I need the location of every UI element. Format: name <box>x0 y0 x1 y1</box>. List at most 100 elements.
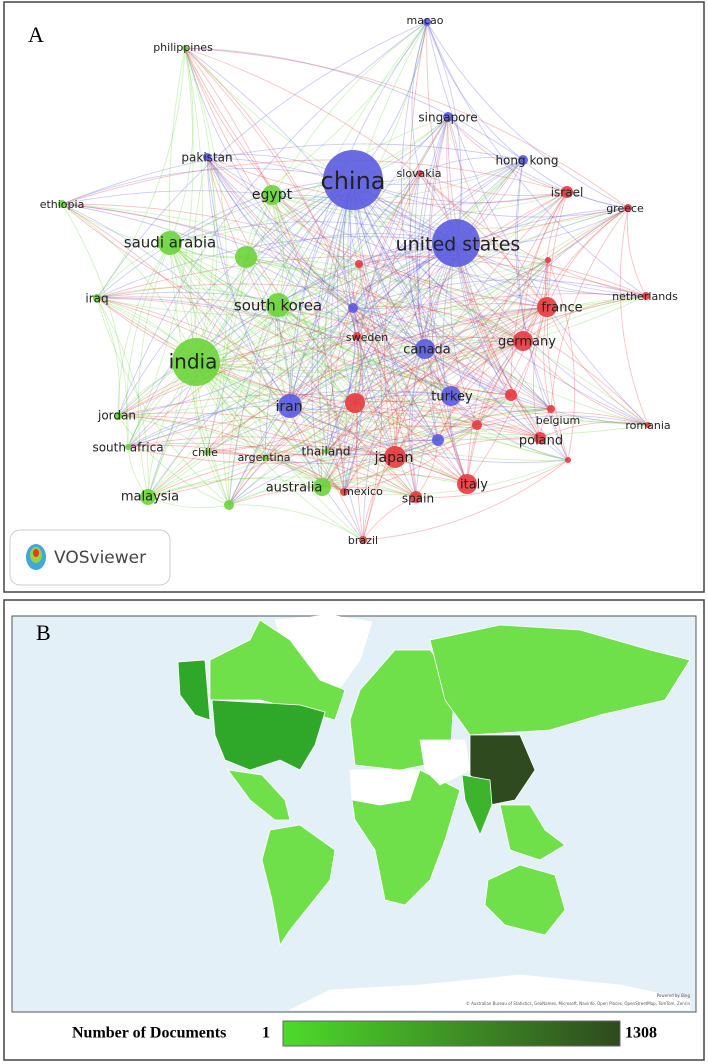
link <box>394 348 426 458</box>
link <box>169 242 468 485</box>
link <box>277 304 328 452</box>
link <box>289 340 524 407</box>
link <box>195 340 524 378</box>
node <box>410 491 422 503</box>
link <box>271 194 356 404</box>
link <box>127 47 194 448</box>
node-label: singapore <box>418 111 477 125</box>
link <box>117 307 354 417</box>
link <box>184 47 215 363</box>
link <box>383 172 421 458</box>
link <box>169 242 426 350</box>
link <box>319 21 428 488</box>
link <box>147 179 354 498</box>
link <box>271 194 452 397</box>
link <box>245 256 549 282</box>
link <box>147 450 328 498</box>
link <box>289 348 426 407</box>
link <box>169 47 194 244</box>
node-label: ethiopia <box>40 198 85 211</box>
link <box>321 408 552 488</box>
link <box>321 421 649 488</box>
legend-title: Number of Documents <box>72 1025 226 1042</box>
link <box>206 156 647 297</box>
link <box>354 402 468 485</box>
link <box>61 203 552 410</box>
link <box>321 340 524 488</box>
link <box>343 424 478 493</box>
link <box>532 306 548 439</box>
node-label: argentina <box>238 451 291 464</box>
link <box>61 203 129 448</box>
link <box>206 156 452 397</box>
link <box>206 156 426 350</box>
link <box>195 361 478 427</box>
link <box>424 348 512 396</box>
link <box>184 47 228 453</box>
node <box>505 389 517 401</box>
node-label: macao <box>407 14 444 27</box>
node-label: jordan <box>97 409 136 423</box>
link <box>61 203 649 426</box>
link <box>96 236 457 299</box>
link <box>271 194 548 308</box>
link <box>352 179 512 396</box>
link <box>437 340 524 441</box>
link <box>352 179 541 439</box>
link <box>356 335 468 485</box>
link <box>347 179 396 458</box>
link <box>127 436 468 485</box>
link <box>206 156 468 485</box>
link <box>428 116 452 397</box>
link <box>61 203 364 541</box>
link <box>206 394 512 456</box>
link <box>127 307 354 448</box>
link <box>96 291 426 350</box>
link <box>358 263 649 426</box>
link <box>228 395 452 506</box>
node <box>262 455 268 461</box>
link <box>228 191 568 506</box>
link <box>326 242 457 452</box>
link <box>326 307 356 452</box>
node <box>125 444 131 450</box>
legend-min: 1 <box>262 1025 270 1042</box>
link <box>409 21 468 485</box>
link <box>206 156 291 407</box>
link <box>147 476 417 498</box>
link <box>330 179 364 541</box>
link <box>228 439 439 506</box>
link <box>195 306 548 369</box>
node <box>313 478 331 496</box>
node-label: poland <box>519 434 563 449</box>
link <box>169 242 452 397</box>
node <box>645 422 651 428</box>
link <box>545 191 568 308</box>
link <box>321 263 363 488</box>
link <box>117 415 230 506</box>
link <box>352 179 629 218</box>
link <box>354 116 449 404</box>
link <box>96 297 478 426</box>
link <box>147 295 647 498</box>
link <box>426 21 649 426</box>
link <box>96 297 120 417</box>
link <box>447 116 548 308</box>
link <box>455 242 569 461</box>
link <box>352 179 468 485</box>
link <box>343 306 548 493</box>
node-label: germany <box>498 335 556 350</box>
link <box>516 159 569 461</box>
link <box>426 21 629 209</box>
link <box>169 242 345 493</box>
link <box>321 439 439 488</box>
link <box>277 159 524 306</box>
link <box>96 297 149 498</box>
panel-letter: A <box>28 22 44 47</box>
link <box>271 194 524 342</box>
node-label: pakistan <box>181 151 232 165</box>
link <box>195 361 569 461</box>
link <box>321 335 358 488</box>
link <box>96 47 186 299</box>
link <box>271 191 568 217</box>
